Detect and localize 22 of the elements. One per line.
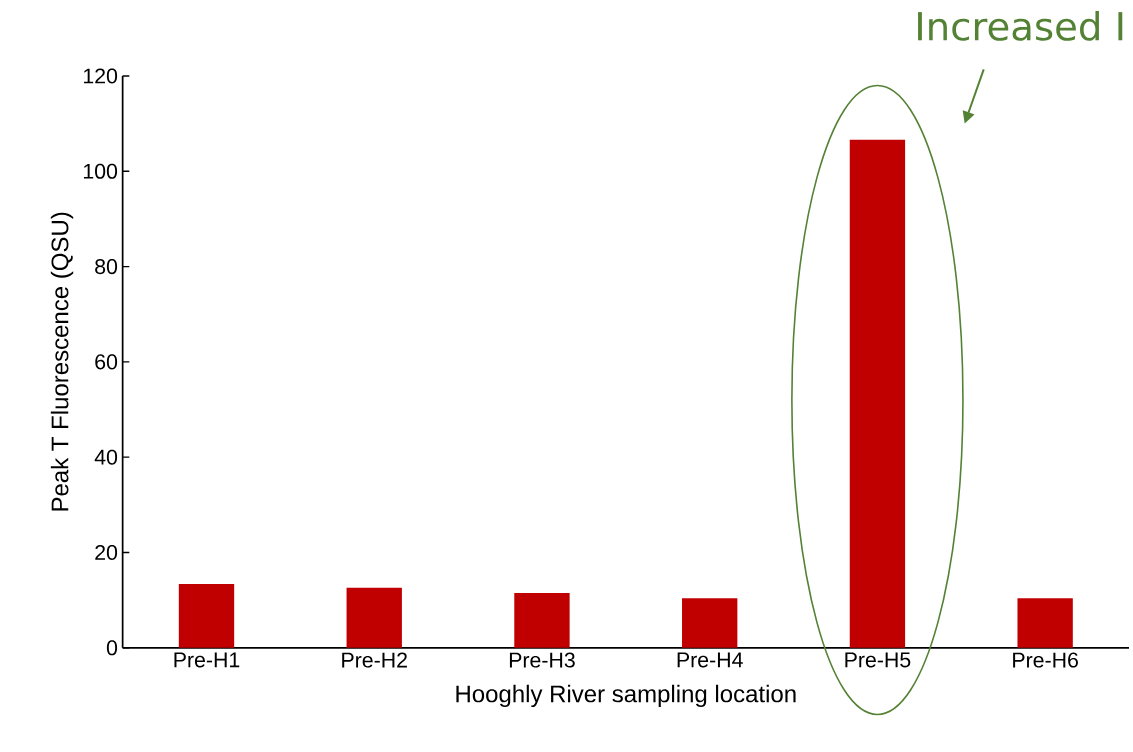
- y-tick-label: 80: [95, 259, 118, 275]
- x-tick-label: Pre-H3: [509, 652, 575, 668]
- bar: [514, 593, 570, 648]
- y-tick-label: 60: [95, 354, 118, 370]
- x-tick-label: Pre-H1: [174, 652, 240, 668]
- y-tick-label: 20: [95, 545, 118, 561]
- x-tick-label: Pre-H4: [677, 652, 743, 668]
- x-tick-label: Pre-H5: [845, 652, 911, 668]
- y-axis-title: Peak T Fluorescence (QSU): [50, 212, 74, 511]
- x-tick-label: Pre-H6: [1013, 652, 1078, 668]
- y-tick-label: 0: [106, 640, 118, 656]
- x-axis-title: Hooghly River sampling location: [456, 684, 796, 708]
- bar: [346, 587, 402, 648]
- y-tick-label: 40: [94, 449, 118, 465]
- y-tick-label: 100: [83, 163, 118, 179]
- bar: [849, 139, 906, 648]
- y-tick-label: 120: [83, 68, 118, 84]
- x-tick-label: Pre-H2: [342, 652, 407, 668]
- text: Increased I: [918, 11, 1123, 41]
- bar: [1017, 598, 1073, 648]
- bar: [682, 598, 738, 648]
- bar: [178, 584, 235, 648]
